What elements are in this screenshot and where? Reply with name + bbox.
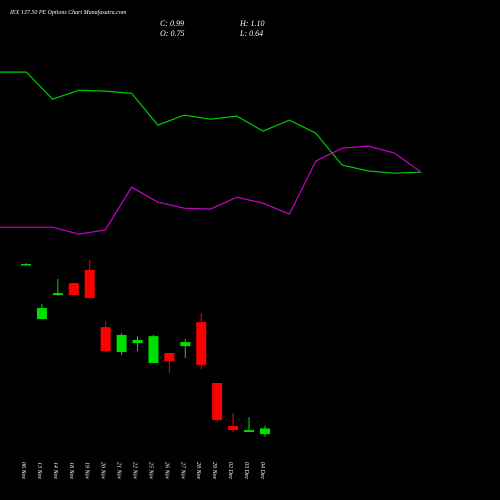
x-tick-label: 14 Nov	[52, 462, 59, 480]
candle-body	[21, 264, 31, 266]
candle-body	[180, 342, 191, 347]
x-tick-label: 04 Dec	[259, 462, 266, 479]
candle-body	[228, 426, 239, 431]
x-tick-label: 19 Nov	[84, 462, 90, 480]
summary-high: H: 1.10	[239, 19, 264, 28]
summary-low: L: 0.64	[239, 29, 263, 38]
x-tick-label: 20 Nov	[100, 462, 106, 480]
candle-body	[100, 327, 111, 352]
chart-title: IEX 137.50 PE Options Chart Munafasutra.…	[9, 9, 127, 16]
x-tick-label: 02 Dec	[227, 462, 233, 479]
x-tick-label: 29 Nov	[211, 462, 217, 480]
x-tick-label: 21 Nov	[116, 462, 122, 480]
x-tick-label: 03 Dec	[243, 462, 249, 479]
x-tick-label: 28 Nov	[195, 462, 201, 480]
candle-body	[84, 270, 95, 299]
candle-body	[116, 334, 127, 353]
x-tick-label: 06 Nov	[20, 462, 26, 480]
candle-body	[148, 336, 159, 364]
summary-close: C: 0.99	[160, 19, 184, 28]
x-tick-label: 18 Nov	[68, 462, 74, 480]
x-tick-label: 13 Nov	[36, 462, 42, 480]
x-tick-label: 25 Nov	[147, 462, 153, 480]
candle-body	[196, 322, 207, 365]
summary-open: O: 0.75	[160, 29, 184, 38]
candle-body	[244, 430, 255, 433]
x-tick-label: 22 Nov	[132, 462, 138, 480]
candle-body	[132, 339, 143, 344]
candle-body	[52, 293, 63, 295]
indicator-line	[0, 145, 422, 235]
x-tick-label: 27 Nov	[179, 462, 185, 480]
candle-body	[164, 353, 175, 362]
x-tick-label: 26 Nov	[163, 462, 169, 480]
candle-body	[36, 308, 47, 320]
candle-body	[259, 428, 270, 435]
candle-body	[212, 383, 223, 421]
candle-body	[68, 283, 79, 295]
indicator-line	[0, 71, 422, 174]
